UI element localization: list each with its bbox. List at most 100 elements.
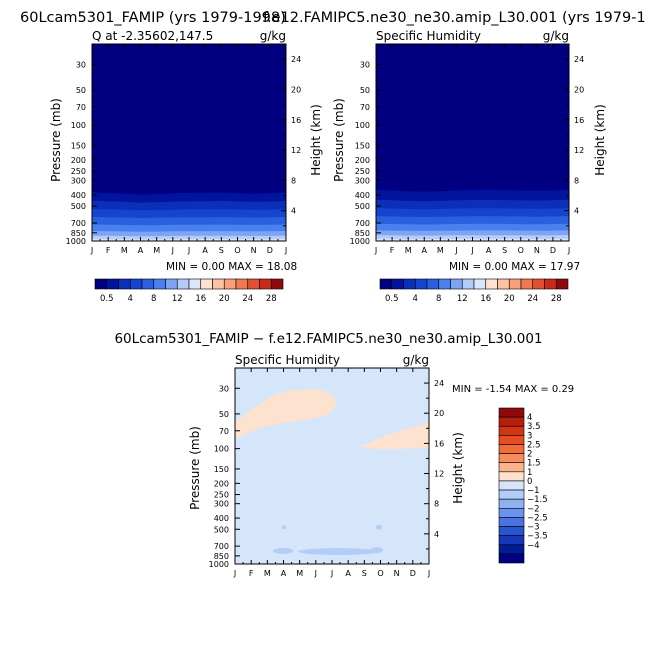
colorbar-label: −2	[527, 504, 540, 514]
y-tick-label: 250	[71, 167, 86, 176]
x-tick-label: J	[90, 246, 93, 255]
x-tick-label: A	[281, 569, 287, 578]
y-tick-label: 500	[355, 202, 370, 211]
colorbar-box	[498, 444, 525, 454]
colorbar-label: 4	[413, 294, 418, 304]
x-tick-label: M	[121, 246, 128, 255]
colorbar-box	[498, 425, 525, 436]
x-tick-label: J	[470, 246, 473, 255]
y-tick-label: 300	[355, 176, 370, 185]
colorbar-label: 3	[527, 431, 532, 441]
colorbar-label: 16	[195, 294, 206, 304]
contour-fill	[298, 548, 378, 556]
y-tick-label: 70	[360, 103, 370, 112]
x-tick-label: F	[106, 246, 111, 255]
y-tick-label: 300	[214, 500, 229, 509]
colorbar-box	[508, 278, 522, 290]
colorbar-box	[498, 480, 525, 491]
y-tick-label: 50	[76, 86, 86, 95]
colorbar-box	[94, 278, 108, 290]
colorbar-box	[247, 278, 260, 290]
colorbar-label: 2.5	[527, 440, 541, 450]
y-tick-label: 150	[71, 141, 86, 150]
colorbar-box	[129, 278, 143, 290]
colorbar-box	[498, 471, 525, 482]
y-tick-label: 200	[71, 156, 86, 165]
colorbar-box	[498, 553, 525, 564]
x-tick-label: J	[314, 569, 317, 578]
y-right-tick-label: 12	[574, 146, 584, 155]
panel-left-units: g/kg	[260, 29, 286, 43]
colorbar-box	[438, 278, 451, 290]
colorbar-label: 1	[527, 468, 532, 478]
y-tick-label: 250	[355, 167, 370, 176]
panel-right-stats: MIN = 0.00 MAX = 17.97	[449, 261, 580, 273]
y-right-tick-label: 4	[574, 207, 579, 216]
y-tick-label: 30	[360, 60, 370, 69]
x-tick-label: J	[233, 569, 236, 578]
y-right-tick-label: 8	[574, 176, 579, 185]
y-right-tick-label: 24	[291, 55, 301, 64]
y-tick-label: 150	[355, 141, 370, 150]
colorbar-label: 8	[436, 294, 441, 304]
colorbar-label: 20	[504, 294, 515, 304]
y-tick-label: 850	[214, 552, 229, 561]
x-tick-label: A	[138, 246, 144, 255]
panel-right-ylabel: Pressure (mb)	[332, 98, 346, 182]
y-tick-label: 1000	[209, 560, 229, 569]
x-tick-label: J	[454, 246, 457, 255]
x-tick-label: D	[550, 246, 556, 255]
colorbar-label: 1.5	[527, 459, 541, 469]
y-tick-label: 1000	[350, 237, 370, 246]
x-tick-label: J	[374, 246, 377, 255]
y-tick-label: 400	[71, 191, 86, 200]
y-right-tick-label: 20	[574, 85, 584, 94]
y-right-tick-label: 16	[574, 116, 584, 125]
contour-fill	[371, 547, 383, 554]
y-tick-label: 30	[219, 384, 229, 393]
colorbar-box	[498, 507, 525, 518]
colorbar-box	[498, 544, 525, 555]
y-right-tick-label: 4	[291, 207, 296, 216]
colorbar-box	[532, 278, 545, 290]
x-tick-label: J	[187, 246, 190, 255]
y-right-tick-label: 8	[291, 176, 296, 185]
y-tick-label: 50	[360, 86, 370, 95]
colorbar-box	[153, 278, 166, 290]
left-run-title: 60Lcam5301_FAMIP (yrs 1979-1998)	[20, 10, 286, 26]
colorbar-box	[403, 278, 416, 290]
colorbar-label: 0.5	[100, 294, 114, 304]
plot-area	[376, 44, 569, 241]
colorbar-label: −2.5	[527, 513, 548, 523]
x-tick-label: S	[219, 246, 224, 255]
colorbar-label: −1	[527, 486, 540, 496]
diff-title: 60Lcam5301_FAMIP − f.e12.FAMIPC5.ne30_ne…	[114, 331, 542, 347]
x-tick-label: N	[394, 569, 400, 578]
x-tick-label: M	[296, 569, 303, 578]
x-tick-label: D	[267, 246, 273, 255]
colorbar-box	[141, 278, 155, 290]
colorbar-box	[498, 416, 525, 427]
colorbar-box	[497, 278, 510, 290]
panel-diff-ylabel: Pressure (mb)	[188, 426, 202, 510]
panel-diff-units: g/kg	[403, 353, 429, 367]
colorbar-box	[450, 278, 463, 290]
panel-left-ylabel-right: Height (km)	[309, 104, 323, 175]
y-right-tick-label: 12	[291, 146, 301, 155]
y-tick-label: 400	[355, 191, 370, 200]
contour-fill	[360, 423, 429, 450]
x-tick-label: M	[264, 569, 271, 578]
y-tick-label: 500	[71, 202, 86, 211]
colorbar-box	[544, 278, 557, 290]
y-right-tick-label: 16	[434, 439, 444, 448]
panel-left-title: Q at -2.35602,147.5	[92, 29, 213, 43]
x-tick-label: J	[284, 246, 287, 255]
colorbar-label: 16	[480, 294, 491, 304]
colorbar-box	[223, 278, 237, 290]
colorbar-label: 28	[266, 294, 277, 304]
colorbar-label: −4	[527, 541, 540, 551]
y-tick-label: 30	[76, 60, 86, 69]
colorbar-box	[461, 278, 475, 290]
colorbar-box	[555, 278, 569, 290]
